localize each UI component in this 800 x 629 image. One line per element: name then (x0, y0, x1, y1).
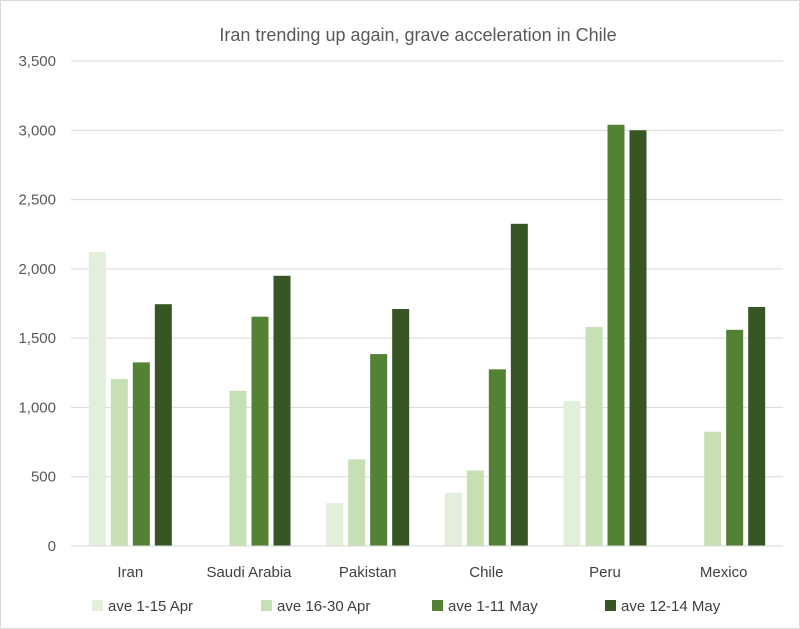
bar-peru-series-1 (563, 401, 581, 546)
y-tick-label: 500 (31, 469, 56, 486)
bar-iran-series-1 (88, 252, 106, 546)
bar-pakistan-series-4 (392, 309, 410, 546)
bar-peru-series-3 (607, 124, 625, 546)
y-tick-label: 2,500 (18, 192, 56, 209)
x-category-label: Mexico (700, 564, 748, 581)
bar-pakistan-series-2 (348, 459, 366, 546)
bar-saudi-arabia-series-2 (229, 390, 247, 546)
x-category-label: Iran (117, 564, 143, 581)
bar-peru-series-2 (585, 327, 603, 546)
x-axis-categories: Iran Saudi Arabia Pakistan Chile Peru Mexico (117, 564, 747, 581)
y-tick-label: 3,500 (18, 53, 56, 70)
y-tick-label: 2,000 (18, 261, 56, 278)
legend-label: ave 1-15 Apr (108, 598, 193, 615)
y-axis-ticks: 0 500 1,000 1,500 2,000 2,500 3,000 3,500 (18, 53, 56, 555)
y-tick-label: 3,000 (18, 122, 56, 139)
chart-title: Iran trending up again, grave accelerati… (219, 25, 616, 45)
bar-saudi-arabia-series-3 (251, 316, 269, 546)
legend-swatch (432, 600, 443, 611)
legend-swatch (92, 600, 103, 611)
bar-saudi-arabia-series-4 (273, 275, 291, 546)
legend-swatch (605, 600, 616, 611)
legend-label: ave 16-30 Apr (277, 598, 370, 615)
y-tick-label: 1,000 (18, 399, 56, 416)
bar-mexico-series-2 (704, 431, 722, 546)
y-tick-label: 0 (48, 538, 56, 555)
legend-label: ave 12-14 May (621, 598, 721, 615)
bar-peru-series-4 (629, 130, 647, 547)
legend: ave 1-15 Apr ave 16-30 Apr ave 1-11 May ave… (92, 598, 721, 615)
bar-mexico-series-3 (726, 329, 744, 546)
bar-chile-series-3 (488, 369, 506, 546)
x-category-label: Chile (469, 564, 503, 581)
x-category-label: Saudi Arabia (206, 564, 292, 581)
bar-chile-series-2 (466, 470, 484, 546)
legend-label: ave 1-11 May (448, 598, 538, 615)
x-category-label: Pakistan (339, 564, 397, 581)
bar-pakistan-series-3 (370, 354, 388, 546)
y-tick-label: 1,500 (18, 330, 56, 347)
bar-iran-series-4 (154, 304, 172, 546)
bar-pakistan-series-1 (326, 503, 344, 546)
legend-swatch (261, 600, 272, 611)
bar-iran-series-2 (110, 379, 128, 546)
bar-iran-series-3 (132, 362, 150, 546)
bar-chile-series-1 (444, 492, 462, 546)
bar-chile-series-4 (510, 223, 528, 547)
x-category-label: Peru (589, 564, 621, 581)
gridlines (71, 60, 783, 478)
bar-mexico-series-4 (748, 306, 766, 546)
bars (88, 124, 766, 547)
